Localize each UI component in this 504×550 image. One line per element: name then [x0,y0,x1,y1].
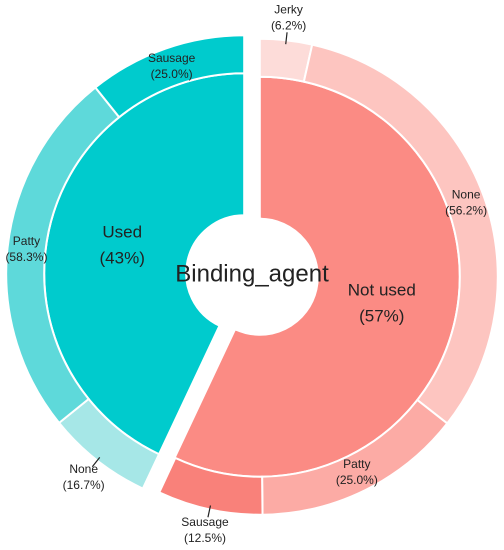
segment-name: None [69,462,98,476]
label-tick [285,32,288,45]
segment-name: Sausage [148,51,196,65]
outer-segment [93,34,246,119]
segment-value-label: (56.2%) [445,203,487,217]
segment-name: None [452,187,481,201]
segment-value-label: (25.0%) [336,473,378,487]
center-label: Binding_agent [175,260,329,287]
segment-value-label: (25.0%) [151,67,193,81]
segment-name: Jerky [274,3,303,17]
group-value-label: (43%) [100,248,145,267]
segment-name: Sausage [181,515,229,529]
segment-value-label: (58.3%) [5,250,47,264]
segment-value-label: (6.2%) [271,19,306,33]
segment-value-label: (12.5%) [184,531,226,545]
outer-segment [157,456,264,516]
group-name: Used [102,222,142,241]
segment-name: Patty [13,234,40,248]
group-value-label: (57%) [359,306,404,325]
segment-name: Patty [343,457,370,471]
center-hole [194,217,310,333]
label-tick [207,505,212,518]
segment-value-label: (16.7%) [63,478,105,492]
group-name: Not used [348,280,416,299]
label-tick [91,456,101,468]
